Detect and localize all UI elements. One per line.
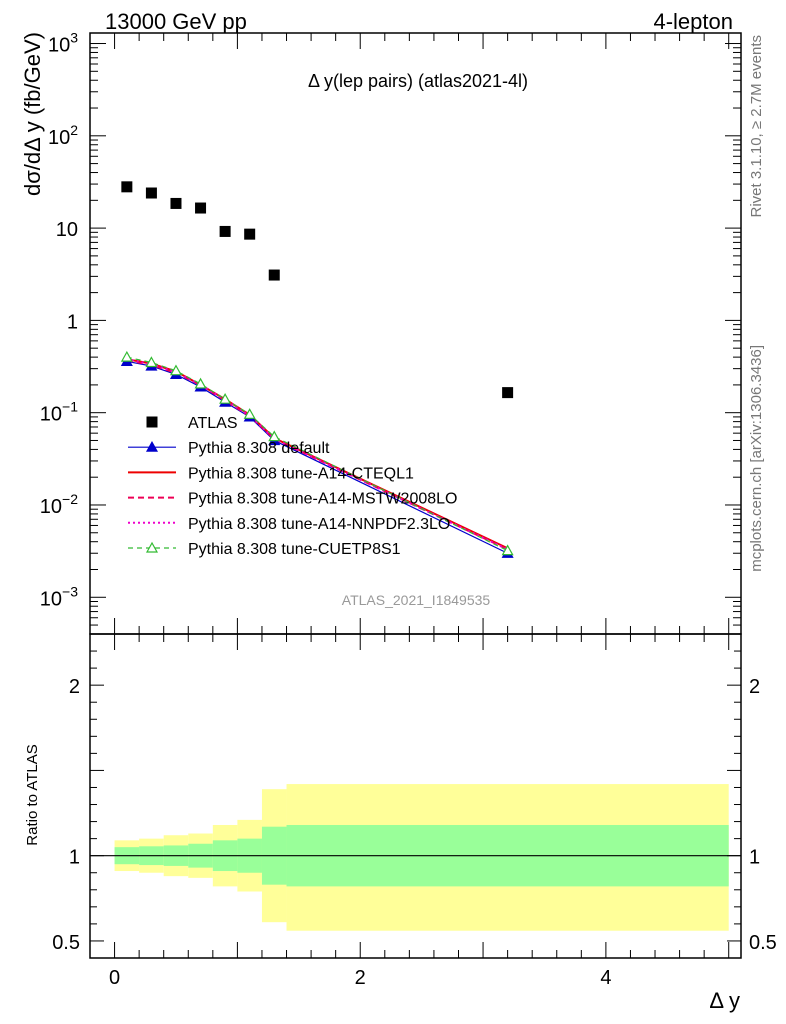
main-y-tick-label: 10−1 — [40, 399, 78, 426]
ratio-y-tick-label-right: 2 — [749, 676, 760, 698]
atlas-data-point — [195, 202, 207, 214]
main-y-tick-label: 10−3 — [40, 583, 78, 610]
main-y-tick-label: 10−2 — [40, 491, 78, 518]
ratio-y-tick-label-right: 0.5 — [749, 932, 777, 954]
legend-label-cteql1: Pythia 8.308 tune-A14-CTEQL1 — [188, 465, 414, 482]
atlas-data-point — [502, 387, 514, 399]
ratio-y-tick-label: 0.5 — [52, 932, 80, 954]
atlas-data-point — [170, 197, 182, 209]
series-point-cuetp8s1 — [219, 392, 232, 404]
series-point-cuetp8s1 — [243, 408, 256, 419]
atlas-data-point — [268, 269, 280, 281]
watermark: ATLAS_2021_I1849535 — [342, 592, 491, 608]
legend-marker-cuetp8s1 — [145, 541, 159, 553]
x-tick-label: 0 — [109, 967, 120, 989]
x-axis-label: Δ y — [709, 988, 740, 1013]
atlas-data-point — [121, 181, 133, 193]
plot-title: Δ y(lep pairs) (atlas2021-4l) — [308, 71, 528, 91]
main-y-tick-label: 102 — [48, 122, 78, 149]
legend-label-default: Pythia 8.308 default — [188, 440, 330, 457]
legend-label-cuetp8s1: Pythia 8.308 tune-CUETP8S1 — [188, 541, 401, 558]
main-frame — [89, 32, 742, 635]
legend-label-data: ATLAS — [188, 415, 238, 432]
main-y-tick-label: 103 — [48, 30, 78, 57]
main-panel: 10−3 10−2 10−1 1 10 102 103 — [40, 30, 742, 635]
series-point-cuetp8s1 — [194, 377, 207, 389]
series-line-mstw — [126, 359, 509, 551]
mcplots-label: mcplots.cern.ch [arXiv:1306.3436] — [748, 345, 765, 572]
ratio-panel: 0.5 0.5 1 1 2 2 0 2 4 — [52, 33, 777, 989]
series-point-cuetp8s1 — [169, 364, 183, 376]
x-tick-label: 4 — [600, 967, 611, 989]
main-y-tick-label: 1 — [67, 311, 78, 333]
rivet-label: Rivet 3.1.10, ≥ 2.7M events — [748, 35, 765, 218]
atlas-data-point — [219, 225, 231, 237]
legend-marker-atlas — [146, 416, 158, 428]
ratio-y-tick-label: 2 — [69, 676, 80, 698]
legend-label-mstw: Pythia 8.308 tune-A14-MSTW2008LO — [188, 491, 457, 508]
header-right: 4-lepton — [653, 9, 733, 34]
series-point-cuetp8s1 — [145, 356, 158, 368]
main-y-tick-label: 10 — [56, 219, 78, 241]
atlas-data-point — [145, 187, 157, 199]
legend-label-nnpdf: Pythia 8.308 tune-A14-NNPDF2.3LO — [188, 516, 450, 533]
main-y-axis-label: dσ/dΔ y (fb/GeV) — [20, 32, 45, 196]
series-point-cuetp8s1 — [268, 430, 281, 442]
ratio-y-tick-label: 1 — [69, 847, 80, 869]
ratio-y-tick-label-right: 1 — [749, 847, 760, 869]
series-point-cuetp8s1 — [501, 544, 514, 556]
atlas-data-point — [244, 228, 256, 240]
series-point-cuetp8s1 — [120, 350, 133, 362]
legend-marker-default — [145, 440, 159, 452]
x-tick-label: 2 — [355, 967, 366, 989]
legend: ATLAS Pythia 8.308 default Pythia 8.308 tu… — [128, 415, 457, 558]
ratio-y-axis-label: Ratio to ATLAS — [24, 744, 41, 845]
header-left: 13000 GeV pp — [105, 9, 247, 34]
